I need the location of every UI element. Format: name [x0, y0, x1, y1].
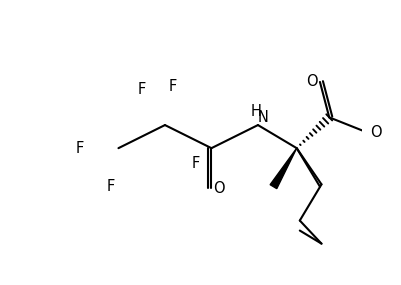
Text: N: N — [257, 110, 267, 125]
Text: O: O — [306, 74, 317, 89]
Text: F: F — [137, 82, 146, 97]
Text: F: F — [191, 156, 200, 171]
Text: F: F — [168, 79, 176, 94]
Text: O: O — [369, 125, 381, 140]
Text: H: H — [250, 104, 261, 119]
Polygon shape — [269, 148, 296, 189]
Text: F: F — [106, 179, 115, 194]
Text: F: F — [75, 141, 84, 156]
Text: O: O — [213, 181, 225, 196]
